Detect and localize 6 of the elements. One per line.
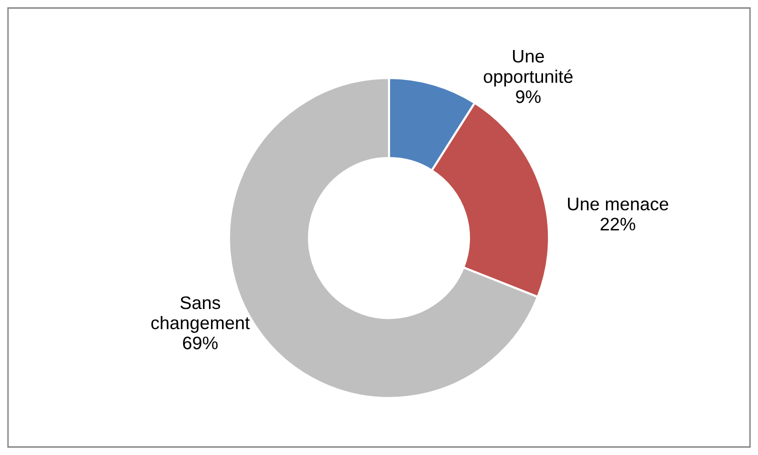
slice-label: Une opportunité xyxy=(484,50,573,87)
data-label: 69% xyxy=(183,336,218,350)
slice-label: Sans changement xyxy=(151,296,250,333)
data-label: 9% xyxy=(516,90,541,104)
data-label: 22% xyxy=(600,218,636,230)
slice-label: Une menace xyxy=(568,198,668,210)
